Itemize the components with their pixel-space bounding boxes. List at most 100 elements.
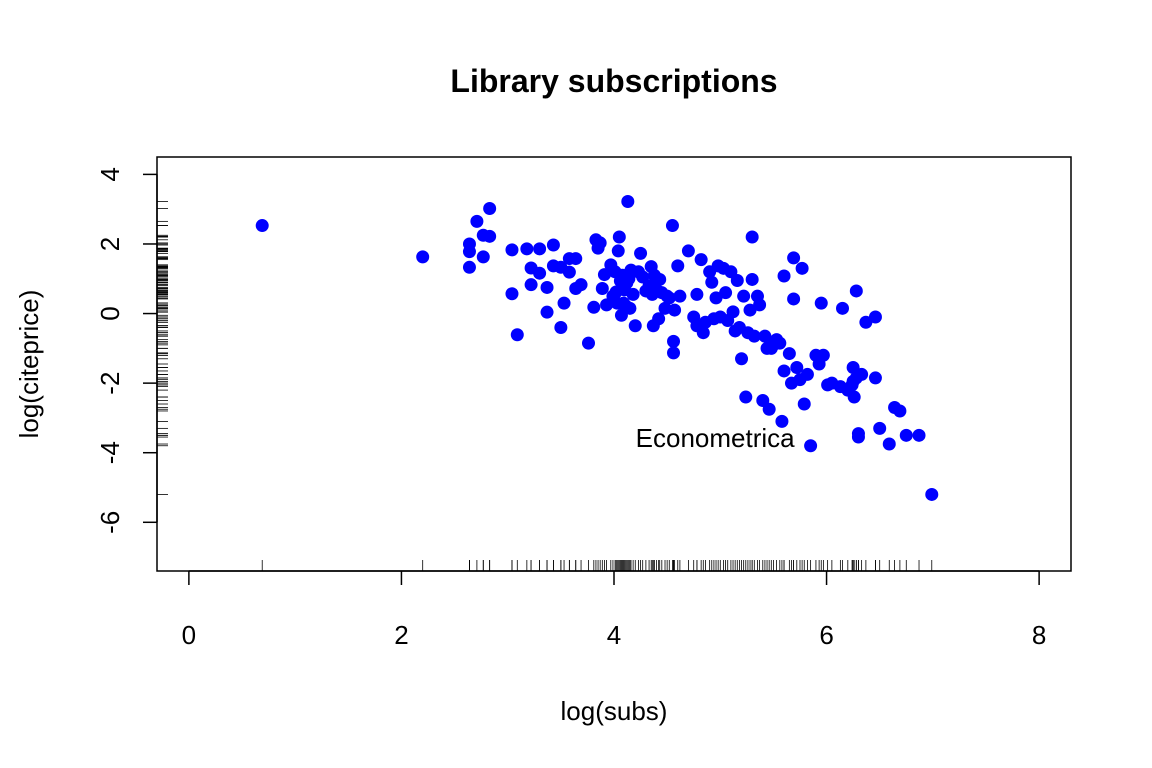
data-point (899, 428, 913, 442)
annotations: Econometrica (636, 423, 795, 453)
data-point (652, 312, 666, 326)
x-tick-label: 8 (1032, 620, 1046, 650)
data-point (747, 329, 761, 343)
data-point (665, 219, 679, 233)
data-point (611, 244, 625, 258)
data-point (737, 289, 751, 303)
data-point (524, 278, 538, 292)
data-point (745, 272, 759, 286)
data-point (569, 252, 583, 266)
data-point (804, 439, 818, 453)
x-tick-label: 2 (394, 620, 408, 650)
data-point (554, 320, 568, 334)
data-point (790, 360, 804, 374)
data-point (587, 300, 601, 314)
data-point (653, 272, 667, 286)
data-point (557, 296, 571, 310)
data-point (621, 195, 635, 209)
y-tick-label: -6 (95, 511, 125, 534)
data-point (851, 430, 865, 444)
data-point (705, 275, 719, 289)
y-tick-label: 2 (95, 237, 125, 251)
data-point (762, 402, 776, 416)
data-point (709, 291, 723, 305)
data-point (855, 367, 869, 381)
data-point (255, 219, 269, 233)
data-point (814, 296, 828, 310)
data-point (882, 437, 896, 451)
x-tick-label: 6 (819, 620, 833, 650)
data-point (662, 291, 676, 305)
data-point (777, 269, 791, 283)
data-point (533, 242, 547, 256)
data-point (773, 336, 787, 350)
data-point (836, 301, 849, 315)
data-point (719, 286, 733, 300)
data-point (626, 287, 640, 301)
data-point (925, 487, 939, 501)
data-point (849, 284, 863, 298)
data-point (483, 229, 497, 243)
data-point (893, 404, 907, 418)
data-point (546, 238, 560, 252)
data-point (690, 287, 704, 301)
data-point (540, 280, 554, 294)
data-point (743, 303, 757, 317)
data-point (533, 266, 547, 280)
data-point (416, 250, 430, 264)
data-point (483, 201, 497, 215)
data-point (562, 265, 576, 279)
y-tick-label: -2 (95, 372, 125, 395)
y-tick-label: 4 (95, 167, 125, 181)
data-point (739, 390, 753, 404)
y-axis: -6 -4 -2 0 2 4 (95, 167, 158, 534)
data-point (623, 301, 637, 315)
chart-title: Library subscriptions (450, 63, 777, 99)
data-points (255, 195, 939, 501)
data-point (859, 315, 873, 329)
data-point (462, 245, 476, 259)
data-point (593, 236, 607, 250)
data-point (782, 347, 796, 361)
data-point (696, 326, 710, 340)
data-point (873, 421, 887, 435)
data-point (745, 230, 759, 244)
data-point (847, 390, 861, 404)
data-point (868, 371, 882, 385)
data-point (520, 242, 534, 256)
data-point (581, 336, 595, 350)
data-point (681, 244, 695, 258)
y-axis-label: log(citeprice) (14, 290, 44, 439)
data-point (462, 260, 476, 274)
plot-frame (156, 156, 1072, 572)
data-point (612, 230, 626, 244)
data-point (777, 364, 791, 378)
x-axis-label: log(subs) (561, 696, 668, 726)
data-point (753, 298, 767, 312)
data-point (787, 292, 801, 306)
data-point (505, 287, 519, 301)
data-point (505, 243, 519, 257)
x-tick-label: 0 (182, 620, 196, 650)
data-point (726, 305, 740, 319)
data-point (470, 214, 484, 228)
data-point (816, 348, 830, 362)
data-point (667, 346, 681, 360)
data-point (730, 274, 744, 288)
data-point (694, 253, 708, 267)
data-point (735, 352, 749, 366)
rug-marks (157, 201, 933, 571)
data-point (671, 259, 685, 273)
data-point (912, 428, 926, 442)
data-point (800, 367, 814, 381)
data-point (868, 310, 882, 324)
data-point (574, 278, 588, 292)
data-point (795, 261, 809, 275)
x-tick-label: 4 (607, 620, 621, 650)
data-point (510, 328, 524, 342)
data-point (597, 268, 611, 282)
data-point (595, 282, 609, 296)
data-point (673, 289, 687, 303)
data-point (476, 250, 490, 264)
